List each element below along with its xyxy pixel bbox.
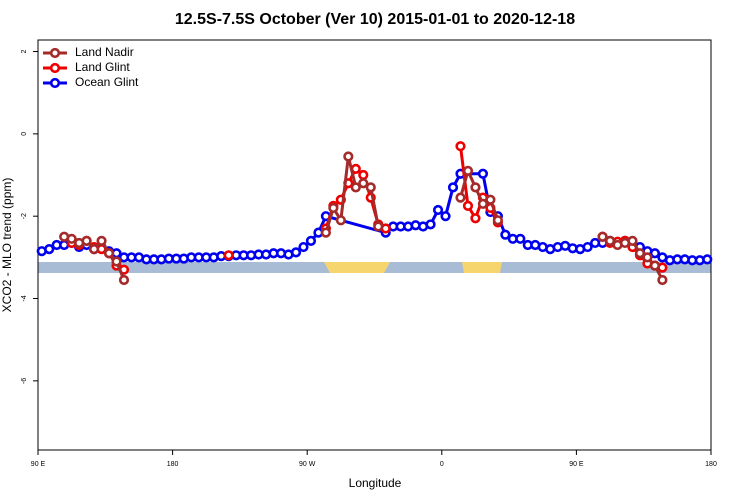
data-point: [432, 204, 444, 216]
data-point: [118, 274, 130, 286]
data-point: [582, 241, 593, 253]
data-point: [462, 165, 474, 177]
land-band: [324, 262, 390, 273]
legend-marker: [49, 62, 61, 74]
data-point: [81, 235, 92, 246]
y-tick-label: 0: [21, 132, 28, 136]
legend-label: Land Glint: [75, 60, 130, 74]
y-tick-label: -6: [21, 378, 28, 384]
data-point: [298, 241, 309, 253]
data-point: [657, 274, 668, 286]
data-point: [485, 194, 496, 205]
data-point: [604, 235, 616, 246]
data-point: [343, 151, 354, 162]
x-tick-label: 90 E: [31, 461, 46, 468]
data-point: [462, 200, 474, 211]
data-point: [649, 248, 661, 259]
data-point: [305, 235, 317, 246]
data-point: [440, 211, 451, 222]
x-tick-label: 90 E: [569, 461, 584, 468]
data-point: [425, 219, 436, 230]
land-band: [462, 262, 502, 273]
legend-label: Ocean Glint: [75, 75, 139, 89]
x-axis-label: Longitude: [349, 476, 402, 490]
data-point: [447, 182, 459, 193]
data-point: [642, 252, 653, 263]
data-point: [111, 256, 122, 267]
data-point: [358, 169, 369, 181]
data-point: [500, 229, 511, 240]
data-point: [702, 254, 713, 265]
data-point: [328, 202, 339, 214]
legend-marker: [49, 47, 61, 59]
data-point: [477, 168, 489, 179]
x-tick-label: 90 W: [299, 461, 316, 468]
data-point: [223, 250, 234, 261]
data-point: [103, 248, 115, 259]
x-tick-label: 180: [705, 461, 717, 468]
data-point: [597, 231, 608, 242]
data-point: [477, 198, 489, 209]
data-point: [455, 141, 466, 152]
data-point: [492, 215, 503, 226]
y-tick-label: -2: [21, 213, 28, 219]
data-point: [515, 233, 526, 244]
data-point: [634, 248, 646, 259]
land-ocean-band: [38, 262, 711, 273]
data-point: [88, 244, 100, 255]
y-axis-label: XCO2 - MLO trend (ppm): [0, 178, 14, 313]
data-point: [373, 221, 384, 232]
data-point: [470, 182, 481, 193]
x-tick-label: 0: [440, 461, 444, 468]
plot-frame: [37, 39, 712, 451]
data-point: [627, 235, 638, 246]
data-point: [66, 233, 77, 244]
data-point: [365, 182, 376, 193]
data-point: [455, 192, 466, 203]
y-tick-label: -4: [21, 295, 28, 301]
data-point: [44, 244, 55, 255]
x-tick-label: 180: [167, 461, 179, 468]
data-point: [290, 247, 302, 258]
data-point: [335, 215, 346, 226]
data-point: [649, 260, 661, 271]
legend-marker: [49, 77, 61, 89]
data-point: [320, 227, 331, 238]
data-point: [470, 213, 481, 224]
data-point: [96, 235, 107, 246]
data-point: [358, 178, 369, 189]
y-tick-label: 2: [21, 49, 28, 53]
legend-label: Land Nadir: [75, 45, 134, 59]
data-point: [350, 182, 361, 193]
chart-title: 12.5S-7.5S October (Ver 10) 2015-01-01 t…: [175, 11, 575, 28]
